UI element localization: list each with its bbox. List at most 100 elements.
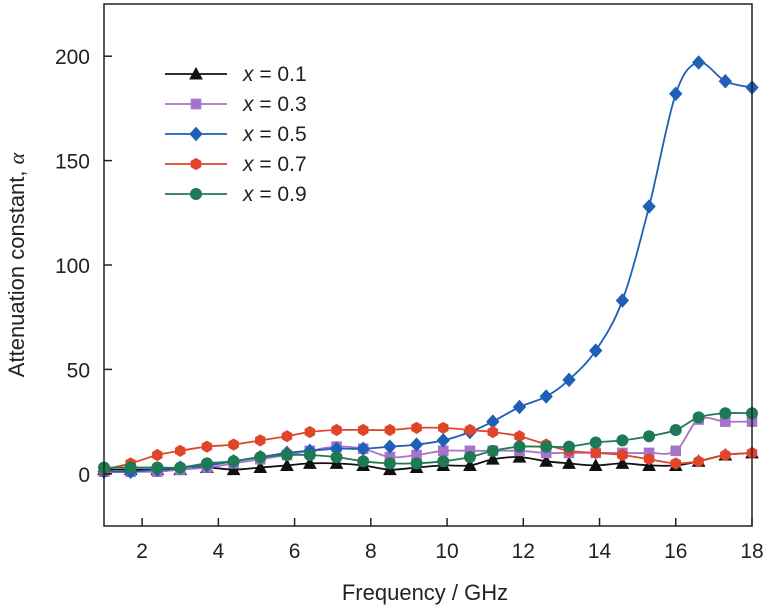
data-point [719,407,732,420]
legend-label-var: x [242,93,255,116]
y-axis-ticks: 0 50 100 150 200 [55,46,112,487]
data-point [410,457,423,470]
data-point [539,454,554,467]
data-point [330,451,343,464]
x-tick-label: 18 [740,540,763,563]
legend-item: x = 0.3 [165,93,307,116]
legend-item: x = 0.1 [165,63,307,86]
data-point [562,456,576,469]
data-point [616,434,629,447]
data-point [539,389,553,404]
x-tick-label: 6 [289,540,301,563]
series-layer [97,55,759,479]
data-point [357,423,369,437]
data-point [356,441,370,456]
data-point [383,457,396,470]
data-point [175,444,186,457]
data-point [152,448,163,462]
legend-item: x = 0.9 [165,183,307,206]
data-point [617,448,628,462]
data-point [357,455,370,468]
data-point [124,461,137,474]
data-point [463,451,476,464]
data-point [303,449,316,462]
data-point [331,423,342,437]
legend-label-value: = 0.9 [254,183,307,206]
data-point [487,425,499,439]
legend-label: x = 0.1 [242,63,307,86]
x-tick-label: 16 [664,540,687,563]
data-point [718,74,732,89]
y-tick-label: 200 [55,46,90,69]
data-point [615,456,630,469]
data-point [562,372,576,388]
data-point [280,449,293,462]
series-2 [97,55,759,479]
x-axis-label: Frequency / GHz [342,580,508,605]
data-point [513,440,526,453]
data-point [151,461,164,474]
data-point [200,457,213,470]
data-point [669,86,683,102]
x-axis-ticks: 2 4 6 8 10 12 14 16 18 [136,518,764,563]
data-point [304,425,316,439]
data-point [383,439,397,454]
data-point [615,293,630,308]
data-point [720,448,731,462]
y-axis-label: Attenuation constant, α [4,152,29,377]
data-point [201,440,213,453]
x-tick-label: 14 [588,540,612,563]
data-point [302,456,317,469]
legend-marker [189,66,203,80]
data-point [438,421,449,434]
data-point [463,458,477,471]
data-point [174,461,187,474]
data-point [514,430,525,443]
data-point [437,455,450,468]
x-tick-label: 8 [365,540,377,563]
data-point [691,55,706,70]
series-line [103,61,753,473]
legend-item: x = 0.7 [165,153,307,176]
data-point [436,433,450,448]
data-point [643,453,655,466]
data-point [540,440,553,453]
data-point [464,423,476,437]
data-point [228,438,239,451]
legend-label-value: = 0.3 [254,93,307,116]
data-point [563,440,576,453]
data-point [255,434,266,447]
y-tick-label: 50 [67,359,90,382]
legend-label-value: = 0.5 [254,123,307,146]
data-point [226,462,241,476]
legend: x = 0.1x = 0.3x = 0.5x = 0.7x = 0.9 [165,63,307,206]
data-point [384,423,396,437]
data-point [670,445,682,457]
series-4 [98,407,758,474]
data-point [512,450,527,463]
x-tick-label: 4 [213,540,225,563]
legend-label-value: = 0.7 [254,153,307,176]
y-tick-label: 150 [55,151,90,174]
legend-label-var: x [242,153,255,176]
legend-label-var: x [242,183,255,206]
legend-label-var: x [242,63,255,86]
data-point [670,457,681,470]
data-point [512,399,527,415]
legend-label: x = 0.3 [242,93,307,116]
legend-item: x = 0.5 [165,123,307,146]
data-point [588,458,603,471]
legend-label-value: = 0.1 [254,63,307,86]
y-tick-label: 100 [55,255,90,278]
data-point [253,460,268,474]
legend-label: x = 0.9 [242,183,307,206]
x-tick-label: 2 [136,540,148,563]
data-point [642,199,656,214]
data-point [590,446,601,459]
y-axis-label-text: Attenuation constant, [4,164,29,377]
x-tick-label: 12 [512,540,535,563]
legend-label: x = 0.7 [242,153,307,176]
data-point [589,343,603,358]
data-point [254,451,267,464]
